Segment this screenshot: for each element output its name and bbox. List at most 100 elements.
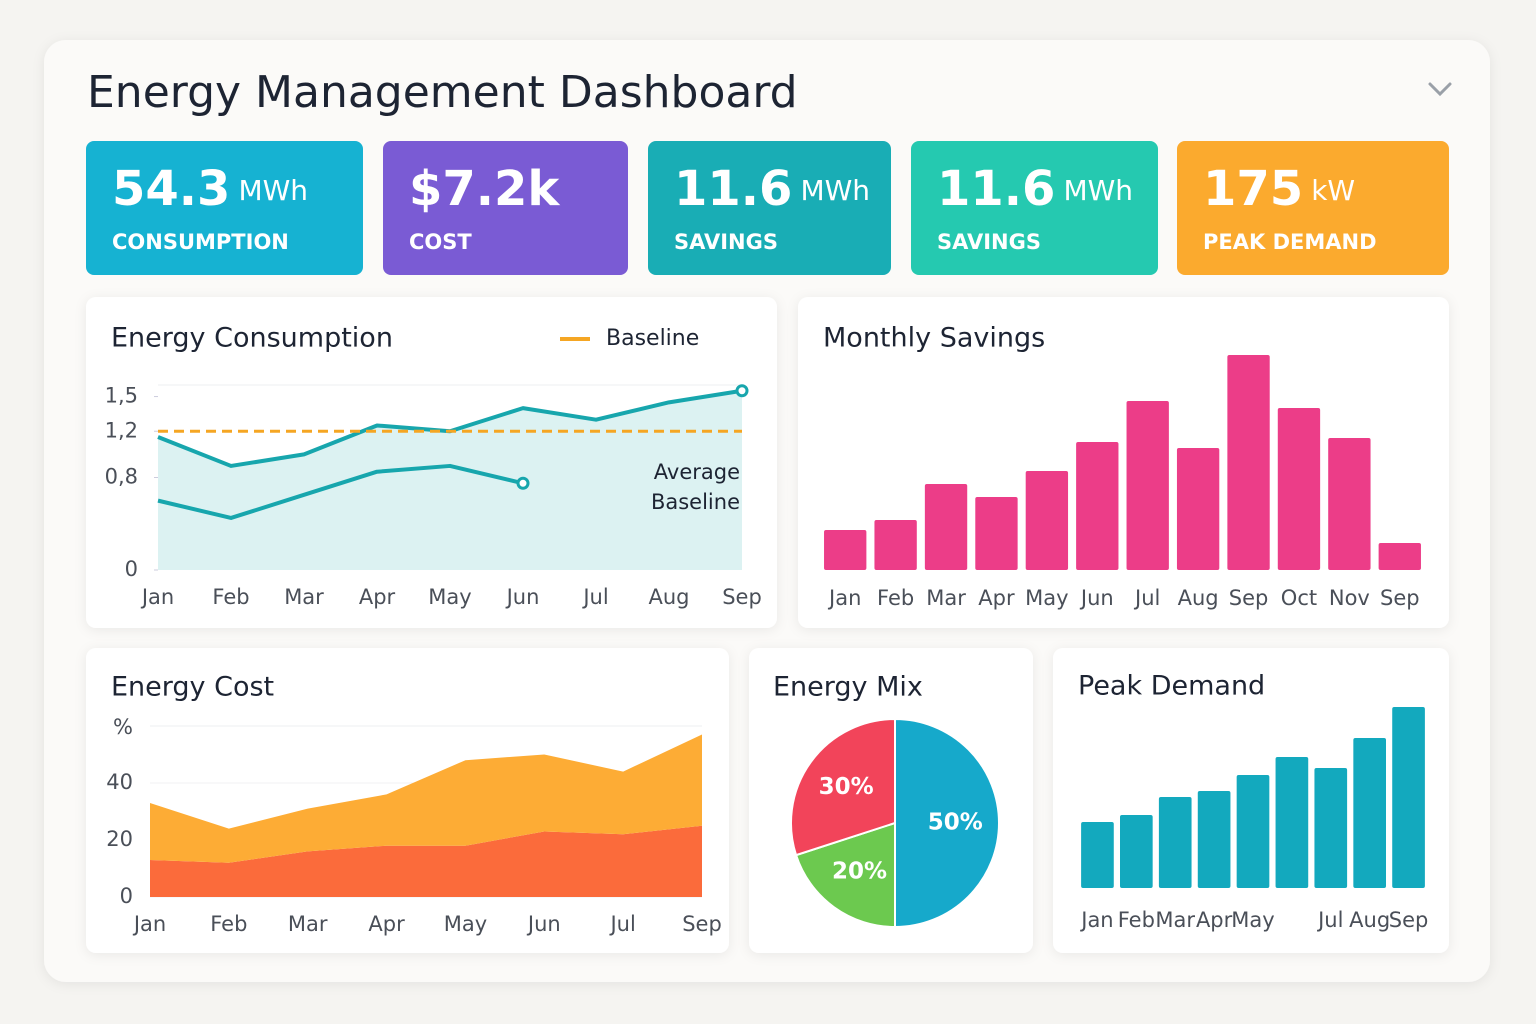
slice-label: 30% <box>819 774 874 800</box>
x-tick-label: Jun <box>505 585 540 609</box>
point <box>735 384 749 398</box>
x-tick-label: Nov <box>1329 586 1370 610</box>
pie-slice <box>790 717 896 857</box>
bar <box>1126 401 1169 570</box>
kpi-value: 54.3 MWh <box>112 161 308 217</box>
kpi-card <box>648 141 891 275</box>
bar <box>975 497 1018 570</box>
bar <box>824 530 867 570</box>
annotation: Average <box>654 460 740 484</box>
y-tick-label: 1,5 <box>105 384 138 408</box>
x-tick-label: Feb <box>1118 908 1155 932</box>
kpi-label: PEAK DEMAND <box>1203 230 1377 254</box>
x-tick-label: Apr <box>368 912 405 936</box>
chart-title: Energy Consumption <box>111 323 393 354</box>
point <box>516 476 530 490</box>
x-tick-label: Apr <box>359 585 396 609</box>
bar <box>1353 738 1386 888</box>
x-tick-label: Mar <box>284 585 324 609</box>
y-axis-label: % <box>113 715 133 739</box>
x-tick-label: Mar <box>926 586 966 610</box>
kpi-card <box>1177 141 1449 275</box>
y-tick-label: 20 <box>106 827 133 851</box>
bar <box>1378 543 1421 570</box>
bar <box>874 520 917 570</box>
kpi-label: CONSUMPTION <box>112 230 289 254</box>
bar <box>1227 355 1270 570</box>
kpi-value: 175 kW <box>1203 161 1355 217</box>
area <box>150 825 702 897</box>
bar <box>1158 797 1192 888</box>
kpi-unit: kW <box>1311 174 1355 207</box>
slice-label: 20% <box>832 858 887 884</box>
line <box>157 463 524 520</box>
x-tick-label: Aug <box>1178 586 1219 610</box>
kpi-number: 11.6 <box>937 161 1055 217</box>
x-tick-label: Sep <box>1229 586 1269 610</box>
y-tick-label: 40 <box>106 770 133 794</box>
bar <box>924 484 968 570</box>
bar <box>1275 757 1309 888</box>
x-tick-label: May <box>428 585 471 609</box>
annotation: Baseline <box>651 490 740 514</box>
x-tick-label: Jan <box>140 585 174 609</box>
x-tick-label: May <box>1025 586 1068 610</box>
bar <box>1025 471 1069 570</box>
kpi-number: $7.2k <box>409 161 560 217</box>
legend-label: Baseline <box>606 326 699 351</box>
area <box>150 734 702 863</box>
pie-slice <box>794 821 896 929</box>
y-tick-label: 0 <box>125 557 138 581</box>
kpi-unit: MWh <box>238 174 308 207</box>
kpi-label: SAVINGS <box>937 230 1041 254</box>
area <box>158 390 742 570</box>
x-tick-label: Jul <box>581 585 608 609</box>
x-tick-label: Feb <box>212 585 249 609</box>
kpi-label: COST <box>409 230 472 254</box>
x-tick-label: Sep <box>1389 908 1429 932</box>
x-tick-label: Mar <box>1155 908 1195 932</box>
bar <box>1314 768 1348 888</box>
chart-title: Energy Cost <box>111 672 274 703</box>
chart-title: Peak Demand <box>1078 671 1265 702</box>
x-tick-label: Feb <box>877 586 914 610</box>
bar <box>1197 791 1231 888</box>
x-tick-label: Jun <box>526 912 561 936</box>
kpi-value: $7.2k <box>409 161 560 217</box>
x-tick-label: Aug <box>1349 908 1390 932</box>
bar <box>1392 707 1425 888</box>
kpi-unit: MWh <box>800 174 870 207</box>
x-tick-label: Jul <box>1316 908 1343 932</box>
chart-title: Energy Mix <box>773 672 923 703</box>
bar <box>1081 822 1114 888</box>
x-tick-label: Oct <box>1281 586 1317 610</box>
kpi-number: 11.6 <box>674 161 792 217</box>
pie-slice <box>894 717 1000 929</box>
kpi-card <box>911 141 1158 275</box>
x-tick-label: May <box>1231 908 1274 932</box>
y-tick-label: 0,8 <box>105 465 138 489</box>
chart-title: Monthly Savings <box>823 323 1045 354</box>
bar <box>1277 408 1321 570</box>
bar <box>1236 775 1270 888</box>
kpi-label: SAVINGS <box>674 230 778 254</box>
x-tick-label: Mar <box>288 912 328 936</box>
kpi-number: 175 <box>1203 161 1303 217</box>
collapse-chevron[interactable] <box>1428 82 1452 97</box>
x-tick-label: Jun <box>1079 586 1114 610</box>
x-tick-label: Apr <box>1196 908 1233 932</box>
kpi-number: 54.3 <box>112 161 230 217</box>
kpi-card <box>86 141 363 275</box>
x-tick-label: Jul <box>1133 586 1160 610</box>
x-tick-label: Sep <box>722 585 762 609</box>
slice-label: 50% <box>928 810 983 836</box>
x-tick-label: Sep <box>682 912 722 936</box>
kpi-unit: MWh <box>1063 174 1133 207</box>
y-tick-label: 0 <box>120 884 133 908</box>
bar <box>1176 448 1220 570</box>
x-tick-label: Sep <box>1380 586 1420 610</box>
bar <box>1328 438 1371 570</box>
kpi-value: 11.6 MWh <box>937 161 1133 217</box>
x-tick-label: May <box>444 912 487 936</box>
